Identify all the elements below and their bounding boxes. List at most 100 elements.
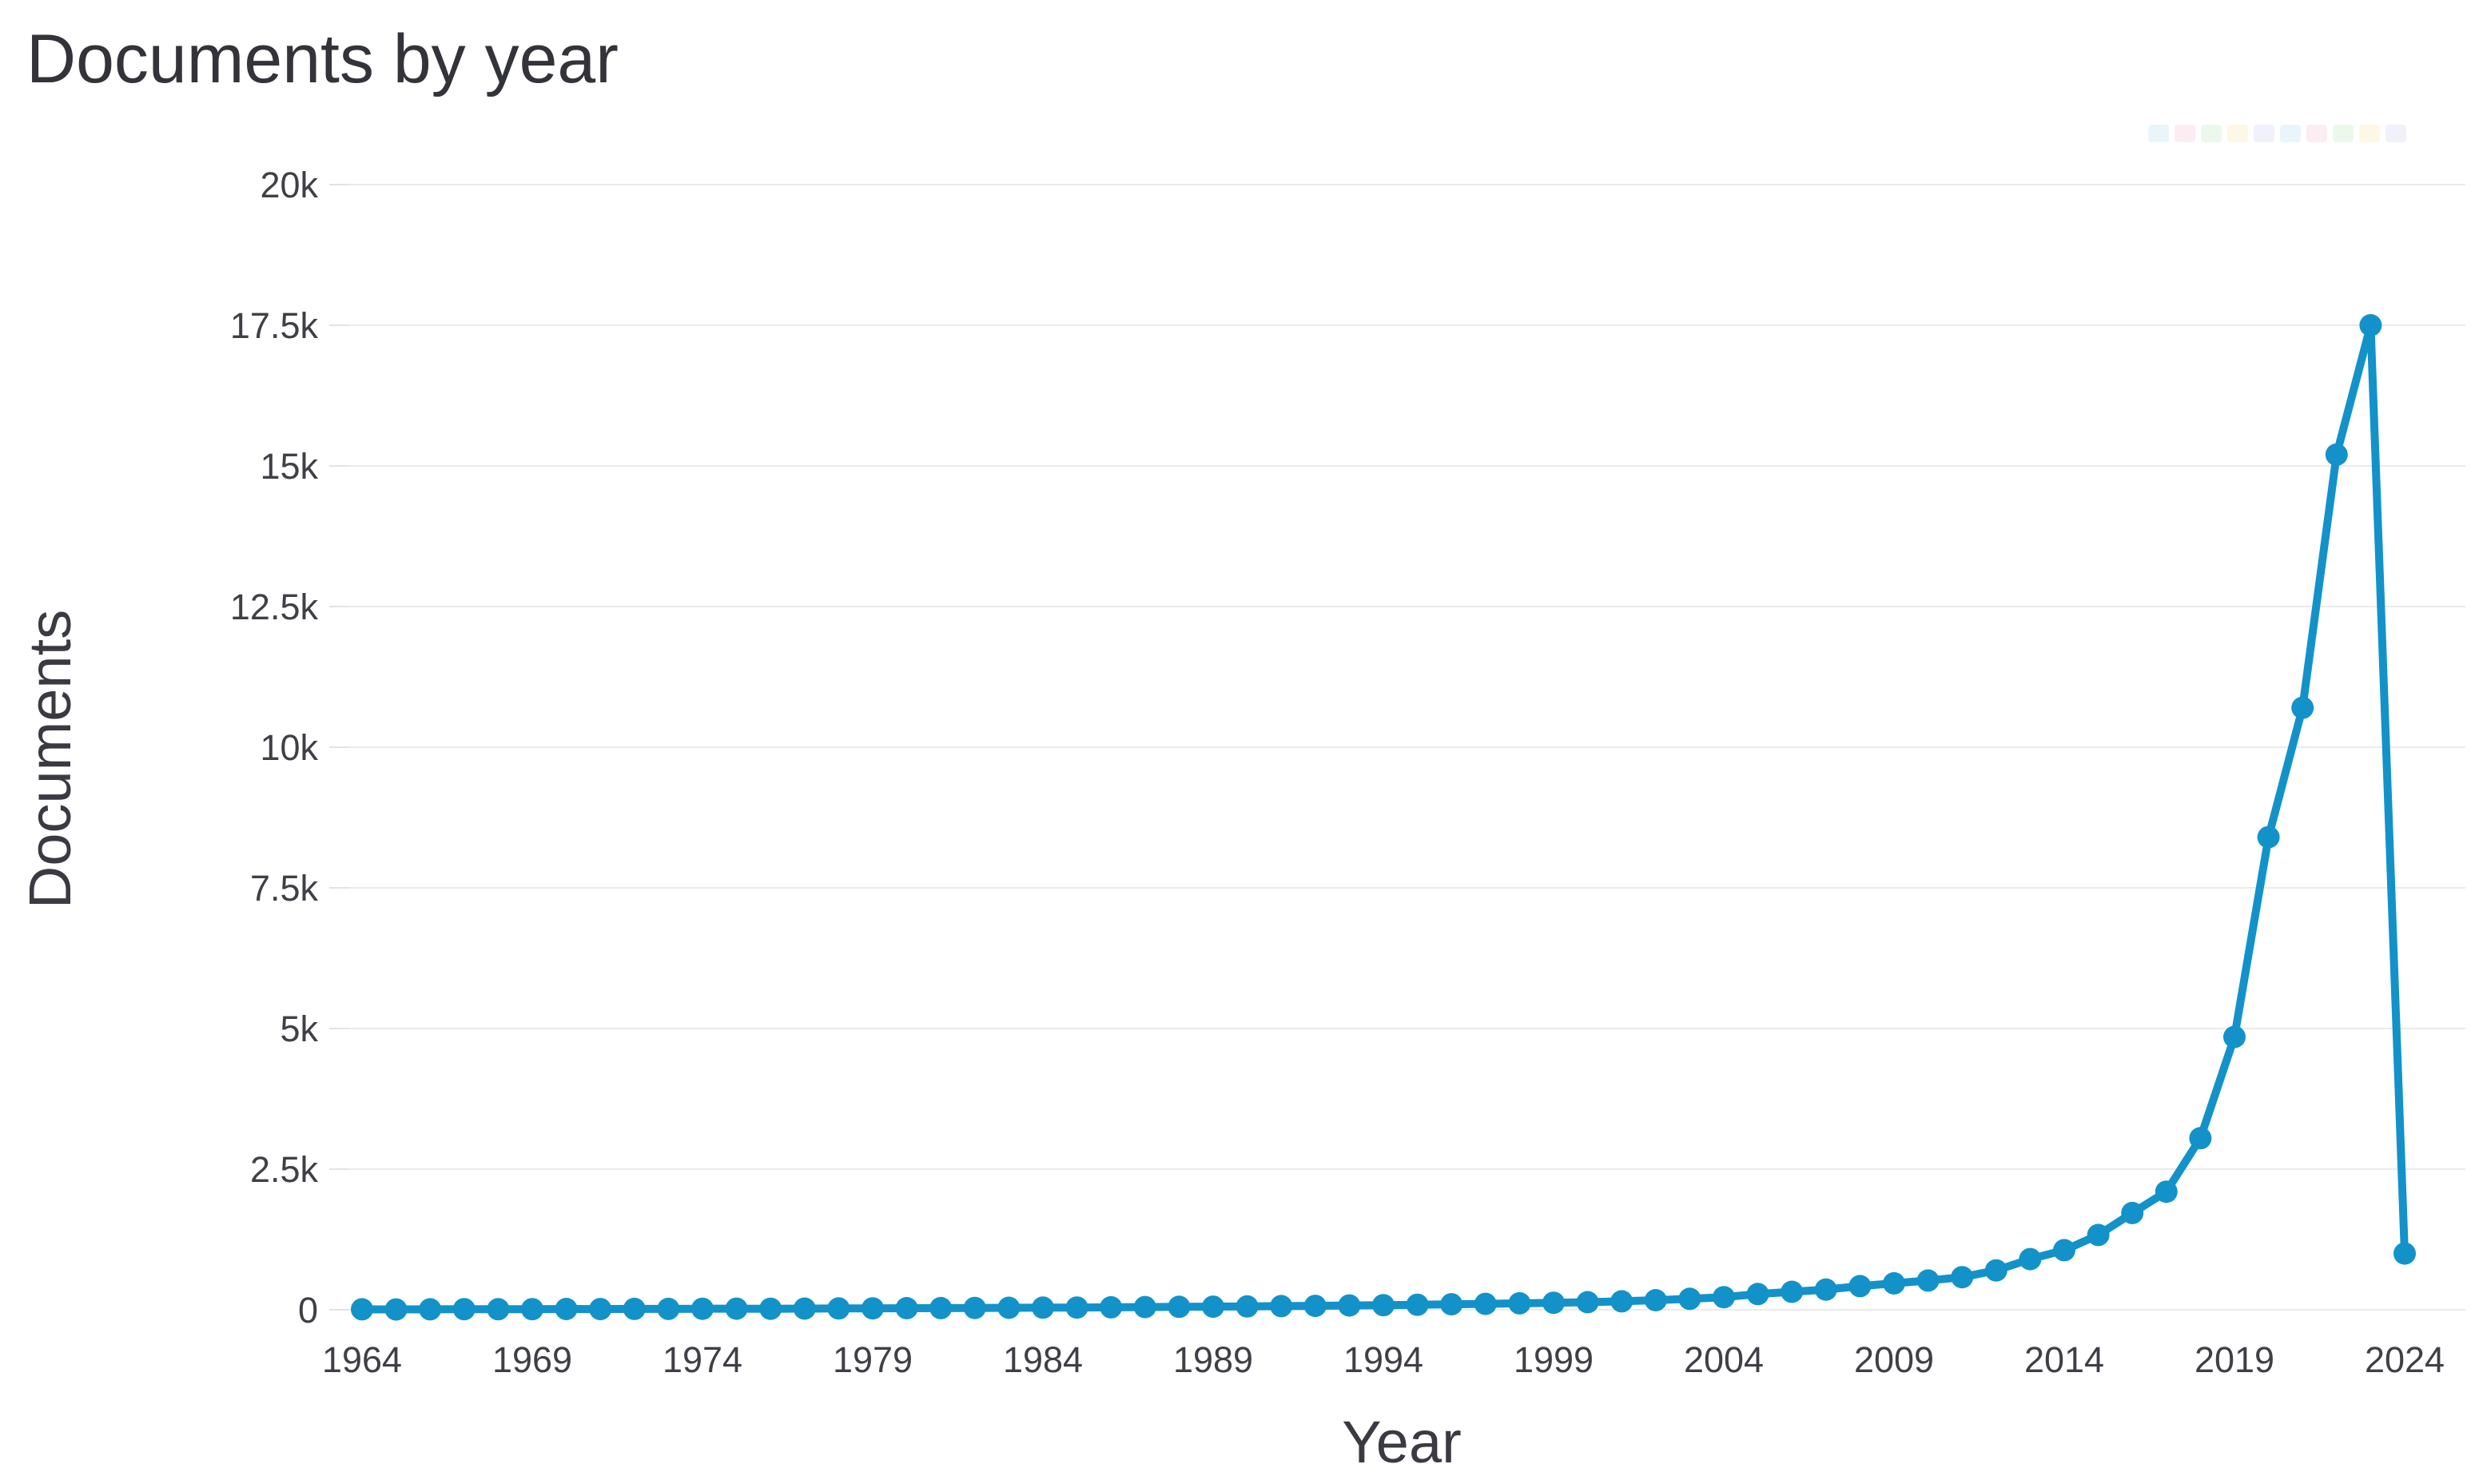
y-tick-label: 7.5k <box>250 868 319 909</box>
data-point[interactable] <box>2189 1127 2212 1150</box>
y-tick-label: 17.5k <box>230 305 319 346</box>
data-point[interactable] <box>521 1298 543 1321</box>
data-point[interactable] <box>1542 1291 1565 1315</box>
modebar-button[interactable] <box>2227 125 2248 142</box>
data-point[interactable] <box>2053 1239 2075 1262</box>
modebar-button[interactable] <box>2333 125 2354 142</box>
y-tick-label: 5k <box>280 1009 318 1049</box>
data-point[interactable] <box>691 1297 714 1320</box>
modebar-button[interactable] <box>2359 125 2380 142</box>
data-point[interactable] <box>589 1298 612 1321</box>
data-point[interactable] <box>1303 1295 1327 1318</box>
chart-title: Documents by year <box>26 21 619 97</box>
data-point[interactable] <box>895 1297 918 1319</box>
data-point[interactable] <box>1883 1271 1905 1295</box>
data-point[interactable] <box>1678 1287 1701 1311</box>
data-point[interactable] <box>1133 1295 1156 1319</box>
x-tick-label: 2004 <box>1684 1339 1764 1380</box>
data-point[interactable] <box>1168 1295 1191 1319</box>
data-point[interactable] <box>997 1296 1021 1319</box>
data-point[interactable] <box>1781 1280 1804 1303</box>
y-tick-label: 10k <box>260 727 318 768</box>
data-point[interactable] <box>793 1297 816 1320</box>
data-point[interactable] <box>1406 1293 1429 1316</box>
x-tick-label: 1999 <box>1514 1339 1594 1380</box>
data-point[interactable] <box>1951 1266 1974 1289</box>
data-point[interactable] <box>1372 1294 1395 1317</box>
data-point[interactable] <box>827 1297 850 1320</box>
modebar-button[interactable] <box>2148 125 2169 142</box>
x-tick-label: 1984 <box>1003 1339 1083 1380</box>
data-point[interactable] <box>759 1297 782 1320</box>
y-tick-label: 12.5k <box>230 587 319 627</box>
y-tick-label: 2.5k <box>250 1149 319 1190</box>
x-tick-label: 2019 <box>2194 1339 2274 1380</box>
data-point[interactable] <box>2223 1025 2246 1048</box>
data-point[interactable] <box>2291 696 2314 719</box>
data-point[interactable] <box>2121 1201 2144 1224</box>
data-point[interactable] <box>623 1297 646 1320</box>
data-point[interactable] <box>2257 826 2280 849</box>
data-point[interactable] <box>2019 1247 2042 1271</box>
data-point[interactable] <box>487 1298 510 1321</box>
modebar-button[interactable] <box>2175 125 2195 142</box>
x-tick-label: 1964 <box>322 1339 402 1380</box>
data-point[interactable] <box>1916 1269 1940 1292</box>
x-tick-label: 2024 <box>2365 1339 2445 1380</box>
tick-label-layer: 0 2.5k 5k 7.5k 10k 12.5k 15k 17.5k 20k 1964 1969 19… <box>230 165 2445 1380</box>
x-axis-title: Year <box>1342 1409 1462 1475</box>
data-point[interactable] <box>2393 1242 2416 1265</box>
x-tick-label: 2009 <box>1854 1339 1934 1380</box>
x-tick-label: 1989 <box>1173 1339 1253 1380</box>
modebar-watermark[interactable] <box>2148 125 2406 142</box>
data-point[interactable] <box>1508 1291 1531 1315</box>
data-point[interactable] <box>1610 1290 1633 1313</box>
y-tick-label: 15k <box>260 446 318 487</box>
data-point[interactable] <box>929 1296 953 1319</box>
data-point[interactable] <box>1984 1259 2007 1282</box>
data-point[interactable] <box>555 1298 578 1320</box>
data-point[interactable] <box>1202 1295 1224 1319</box>
data-point[interactable] <box>384 1298 408 1321</box>
data-point[interactable] <box>1032 1296 1054 1319</box>
series-layer <box>351 314 2416 1321</box>
data-point[interactable] <box>452 1298 476 1321</box>
data-point[interactable] <box>1644 1289 1667 1311</box>
data-point[interactable] <box>861 1297 884 1320</box>
data-point[interactable] <box>1814 1278 1837 1301</box>
data-point[interactable] <box>419 1298 442 1321</box>
data-point[interactable] <box>2325 443 2348 466</box>
data-point[interactable] <box>657 1297 680 1320</box>
data-point[interactable] <box>1746 1283 1769 1306</box>
data-point[interactable] <box>1848 1275 1872 1298</box>
data-point[interactable] <box>725 1297 748 1320</box>
x-tick-label: 1974 <box>663 1339 742 1380</box>
data-point[interactable] <box>963 1296 986 1319</box>
modebar-button[interactable] <box>2201 125 2222 142</box>
y-tick-label: 0 <box>298 1290 318 1331</box>
data-point[interactable] <box>2359 314 2382 336</box>
data-point[interactable] <box>1713 1286 1735 1309</box>
data-point[interactable] <box>1474 1292 1497 1315</box>
modebar-button[interactable] <box>2280 125 2301 142</box>
data-point[interactable] <box>2087 1223 2110 1247</box>
data-point[interactable] <box>2155 1180 2178 1204</box>
modebar-button[interactable] <box>2385 125 2406 142</box>
data-point[interactable] <box>1270 1295 1293 1318</box>
data-point[interactable] <box>351 1298 373 1321</box>
series-line <box>358 321 2409 1314</box>
y-axis-title: Documents <box>17 610 83 909</box>
modebar-button[interactable] <box>2306 125 2327 142</box>
grid-layer <box>329 184 2465 1311</box>
data-point[interactable] <box>1065 1296 1088 1319</box>
x-tick-label: 1994 <box>1343 1339 1423 1380</box>
y-tick-label: 20k <box>260 165 318 205</box>
data-point[interactable] <box>1236 1295 1259 1318</box>
data-point[interactable] <box>1338 1294 1361 1317</box>
modebar-button[interactable] <box>2254 125 2274 142</box>
data-point[interactable] <box>1440 1293 1463 1316</box>
data-point[interactable] <box>1576 1291 1599 1314</box>
data-point[interactable] <box>1100 1295 1123 1319</box>
